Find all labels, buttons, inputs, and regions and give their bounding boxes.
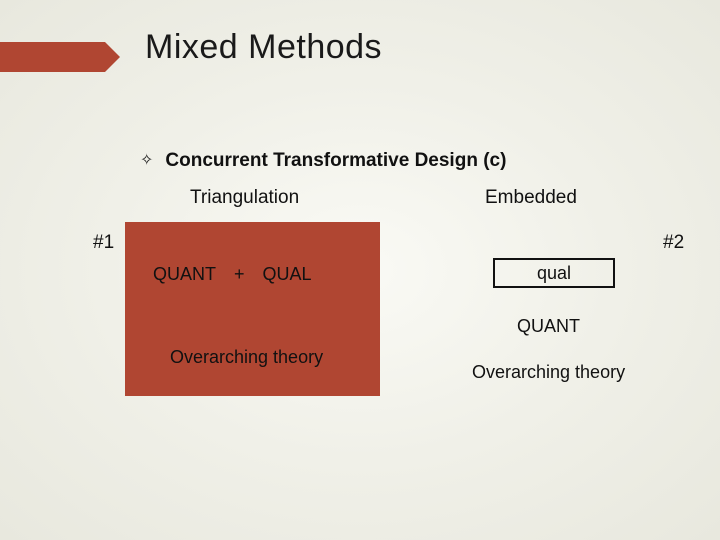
bullet-text: Concurrent Transformative Design (c) [165,150,506,172]
redbox-qual: QUAL [263,264,312,284]
label-number-1: #1 [93,232,114,254]
subheading-triangulation: Triangulation [190,187,299,209]
redbox-plus: + [234,264,245,284]
overarching-theory-right: Overarching theory [472,362,625,383]
qual-box: qual [493,258,615,288]
slide: Mixed Methods ✧ Concurrent Transformativ… [0,0,720,540]
bullet-row: ✧ Concurrent Transformative Design (c) [140,150,506,172]
quant-qual-row: QUANT + QUAL [153,264,312,285]
redbox-quant: QUANT [153,264,216,284]
triangulation-panel: QUANT + QUAL Overarching theory [125,222,380,396]
accent-bar [0,42,105,72]
bullet-icon: ✧ [140,153,153,169]
slide-title: Mixed Methods [145,28,382,67]
quant-right: QUANT [517,316,580,337]
qual-box-label: qual [537,263,571,284]
overarching-theory-left: Overarching theory [170,347,323,368]
label-number-2: #2 [663,232,684,254]
subheading-embedded: Embedded [485,187,577,209]
